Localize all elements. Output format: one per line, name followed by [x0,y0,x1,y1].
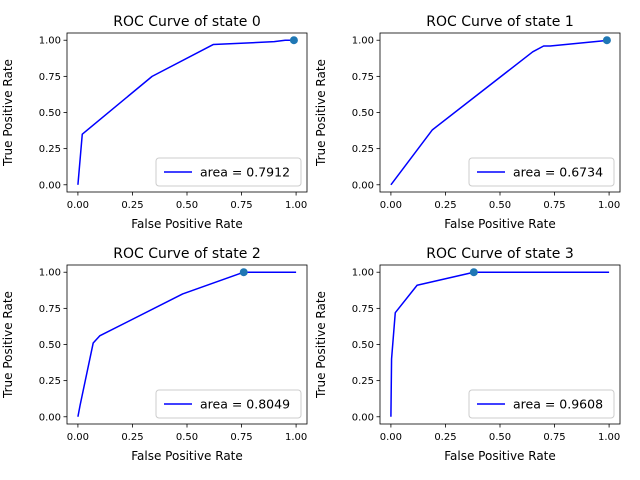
legend-label: area = 0.9608 [513,397,603,412]
legend-label: area = 0.7912 [200,165,290,180]
roc-curve-line [390,39,610,186]
x-tick-label: 0.50 [489,432,511,443]
roc-curve-line [77,39,297,185]
legend-box [468,389,615,419]
y-axis-label: True Positive Rate [314,59,328,167]
y-tick-label: 1.00 [352,268,374,279]
legend-box [155,389,302,419]
x-axis-label: False Positive Rate [444,449,556,463]
threshold-point-marker [602,36,611,45]
x-tick-label: 0.50 [176,432,198,443]
x-tick-label: 0.50 [489,200,511,211]
chart-title: ROC Curve of state 3 [426,246,574,262]
y-tick-label: 0.25 [352,376,374,387]
roc-curve-line [390,271,610,417]
y-tick-label: 0.00 [352,180,374,191]
chart-title: ROC Curve of state 0 [113,14,261,30]
x-tick-label: 0.75 [543,200,565,211]
y-axis-label: True Positive Rate [314,291,328,399]
x-tick-label: 0.75 [230,432,252,443]
y-tick-label: 1.00 [39,268,61,279]
threshold-point-marker [239,268,248,277]
x-tick-label: 1.00 [285,200,307,211]
x-tick-label: 1.00 [598,432,620,443]
x-tick-label: 0.50 [176,200,198,211]
y-tick-label: 0.50 [39,340,61,351]
threshold-point-marker [469,268,478,277]
x-tick-label: 0.00 [67,432,89,443]
y-tick-label: 0.50 [39,108,61,119]
y-tick-label: 0.00 [39,180,61,191]
x-tick-label: 0.25 [121,432,143,443]
x-tick-label: 0.25 [434,432,456,443]
x-tick-label: 0.25 [434,200,456,211]
x-tick-label: 0.00 [67,200,89,211]
roc-panel-1: ROC Curve of state 1 0.00 0.25 0.50 0.75 1.00… [314,14,621,231]
y-tick-label: 0.75 [39,72,61,83]
legend-label: area = 0.6734 [513,165,603,180]
roc-panel-2: ROC Curve of state 2 0.00 0.25 0.50 0.75 1.00… [1,246,308,463]
axes-frame [379,264,621,425]
legend-box [468,157,615,187]
y-tick-label: 0.75 [39,304,61,315]
roc-panel-3: ROC Curve of state 3 0.00 0.25 0.50 0.75 1.00… [314,246,621,463]
chart-title: ROC Curve of state 2 [113,246,261,262]
y-axis-label: True Positive Rate [1,291,15,399]
y-tick-label: 0.00 [352,412,374,423]
chart-title: ROC Curve of state 1 [426,14,574,30]
y-tick-label: 0.50 [352,340,374,351]
y-tick-label: 1.00 [352,36,374,47]
y-axis-label: True Positive Rate [1,59,15,167]
y-tick-label: 0.75 [352,304,374,315]
legend-label: area = 0.8049 [200,397,290,412]
x-tick-label: 0.25 [121,200,143,211]
y-tick-label: 1.00 [39,36,61,47]
x-tick-label: 0.00 [380,432,402,443]
x-axis-label: False Positive Rate [444,217,556,231]
legend-box [155,157,302,187]
y-tick-label: 0.25 [39,376,61,387]
x-tick-label: 0.75 [230,200,252,211]
threshold-point-marker [289,36,298,45]
roc-panel-0: ROC Curve of state 0 0.00 0.25 0.50 0.75 1.00… [1,14,308,231]
axes-frame [66,264,308,425]
axes-frame [379,32,621,193]
x-axis-label: False Positive Rate [131,449,243,463]
axes-frame [66,32,308,193]
y-tick-label: 0.00 [39,412,61,423]
x-tick-label: 1.00 [285,432,307,443]
y-tick-label: 0.75 [352,72,374,83]
y-tick-label: 0.25 [39,144,61,155]
x-tick-label: 0.75 [543,432,565,443]
x-axis-label: False Positive Rate [131,217,243,231]
y-tick-label: 0.50 [352,108,374,119]
x-tick-label: 1.00 [598,200,620,211]
y-tick-label: 0.25 [352,144,374,155]
x-tick-label: 0.00 [380,200,402,211]
